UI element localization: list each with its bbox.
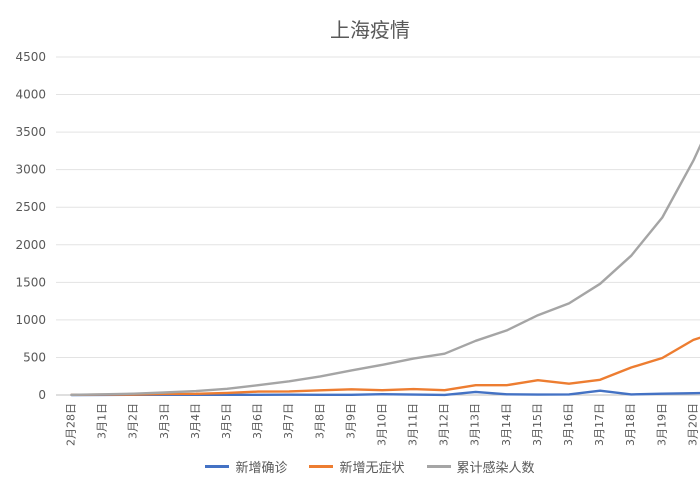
x-tick-label: 3月12日	[438, 403, 451, 446]
x-tick-label: 3月18日	[624, 403, 637, 446]
legend-swatch	[309, 465, 334, 468]
x-tick-label: 3月7日	[282, 403, 295, 439]
x-tick-label: 3月14日	[500, 403, 513, 446]
y-tick-label: 1000	[15, 313, 46, 327]
legend-item: 累计感染人数	[426, 457, 535, 476]
y-tick-label: 3500	[15, 125, 46, 139]
x-tick-label: 3月3日	[158, 403, 171, 439]
series-line	[70, 143, 700, 396]
x-tick-label: 3月10日	[375, 403, 388, 446]
chart-title: 上海疫情	[330, 18, 410, 42]
x-tick-label: 3月15日	[531, 403, 544, 446]
x-tick-label: 3月9日	[344, 403, 357, 439]
x-tick-label: 3月11日	[407, 403, 420, 446]
x-tick-label: 3月20日	[686, 403, 699, 446]
y-tick-label: 1500	[15, 275, 46, 289]
x-tick-label: 3月16日	[562, 403, 575, 446]
x-tick-label: 3月6日	[251, 403, 264, 439]
legend-label: 新增无症状	[339, 461, 405, 476]
legend-label: 新增确诊	[235, 461, 288, 476]
y-tick-label: 0	[38, 388, 46, 402]
x-tick-label: 3月2日	[127, 403, 140, 439]
x-tick-label: 3月5日	[220, 403, 233, 439]
x-tick-label: 2月28日	[65, 403, 78, 446]
x-tick-label: 3月19日	[655, 403, 668, 446]
x-tick-label: 3月4日	[189, 403, 202, 439]
x-tick-label: 3月8日	[313, 403, 326, 439]
x-tick-label: 3月17日	[593, 403, 606, 446]
y-tick-label: 3000	[15, 163, 46, 177]
legend-item: 新增确诊	[205, 457, 287, 476]
y-tick-label: 2500	[15, 200, 46, 214]
series-line	[70, 336, 700, 396]
x-tick-label: 3月13日	[469, 403, 482, 446]
legend-swatch	[205, 465, 230, 468]
legend-item: 新增无症状	[309, 457, 405, 476]
chart-legend: 新增确诊 新增无症状 累计感染人数	[0, 457, 700, 476]
y-tick-label: 2000	[15, 238, 46, 252]
legend-label: 累计感染人数	[456, 461, 535, 476]
y-tick-label: 500	[23, 350, 46, 364]
x-tick-label: 3月1日	[96, 403, 109, 439]
y-tick-label: 4500	[15, 50, 46, 64]
y-tick-label: 4000	[15, 88, 46, 102]
legend-swatch	[426, 465, 451, 468]
